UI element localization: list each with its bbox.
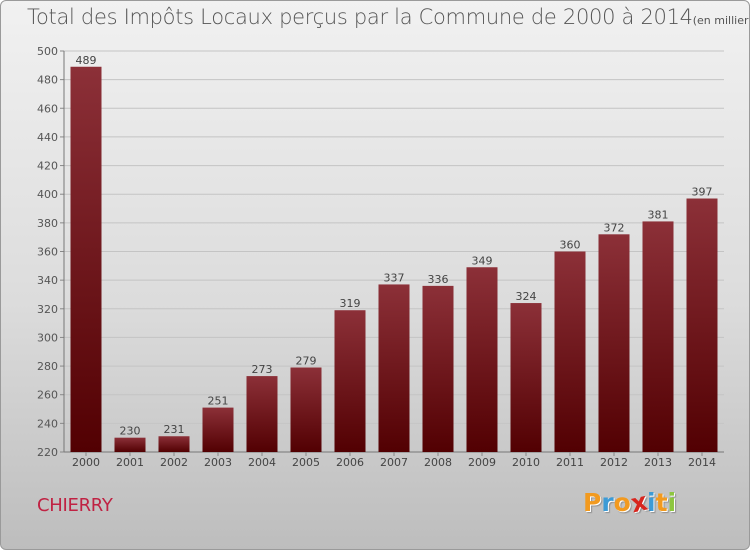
data-labels: 489 230 231 251 273 279 319 337 336 349 324 360 372 3… bbox=[76, 54, 713, 438]
logo-letter: i bbox=[647, 488, 656, 517]
chart-title-text: Total des Impôts Locaux perçus par la Co… bbox=[27, 5, 693, 29]
y-tick-label: 240 bbox=[37, 417, 58, 430]
bar-2006 bbox=[334, 310, 366, 452]
y-tick-label: 380 bbox=[37, 217, 58, 230]
y-tick-label: 420 bbox=[37, 160, 58, 173]
x-tick-label: 2001 bbox=[116, 456, 144, 469]
commune-name: CHIERRY bbox=[37, 495, 113, 516]
chart-title-unit: (en milliers d'€) bbox=[692, 14, 749, 27]
bar-2003 bbox=[202, 407, 234, 452]
bar-2002 bbox=[158, 436, 190, 452]
x-tick-labels: 2000 2001 2002 2003 2004 2005 2006 2007 2008 2009… bbox=[72, 452, 716, 469]
bars bbox=[70, 66, 718, 452]
bar-2005 bbox=[290, 367, 322, 452]
data-label-2011: 360 bbox=[560, 239, 581, 252]
bar-2014 bbox=[686, 198, 718, 452]
y-tick-label: 460 bbox=[37, 102, 58, 115]
chart-title: Total des Impôts Locaux perçus par la Co… bbox=[27, 5, 749, 29]
y-tick-label: 320 bbox=[37, 303, 58, 316]
data-label-2007: 337 bbox=[384, 271, 405, 284]
data-label-2002: 231 bbox=[164, 423, 185, 436]
x-tick-label: 2008 bbox=[424, 456, 452, 469]
logo-letter: i bbox=[667, 488, 677, 517]
data-label-2006: 319 bbox=[340, 297, 361, 310]
data-label-2009: 349 bbox=[472, 254, 493, 267]
logo-letter: r bbox=[601, 488, 614, 517]
proxiti-logo: Proxiti bbox=[583, 487, 677, 519]
data-label-2013: 381 bbox=[648, 208, 669, 221]
x-tick-label: 2005 bbox=[292, 456, 320, 469]
data-label-2014: 397 bbox=[692, 186, 713, 199]
data-label-2005: 279 bbox=[296, 355, 317, 368]
y-tick-label: 480 bbox=[37, 74, 58, 87]
y-tick-label: 300 bbox=[37, 331, 58, 344]
x-tick-label: 2002 bbox=[160, 456, 188, 469]
x-tick-label: 2004 bbox=[248, 456, 276, 469]
bar-2004 bbox=[246, 376, 278, 452]
bar-2001 bbox=[114, 437, 146, 452]
bar-2007 bbox=[378, 284, 410, 452]
data-label-2001: 230 bbox=[120, 425, 141, 438]
x-tick-label: 2011 bbox=[556, 456, 584, 469]
y-tick-label: 340 bbox=[37, 274, 58, 287]
bar-2013 bbox=[642, 221, 674, 452]
data-label-2000: 489 bbox=[76, 54, 97, 67]
bar-2009 bbox=[466, 267, 498, 452]
bar-2010 bbox=[510, 303, 542, 452]
data-label-2010: 324 bbox=[516, 290, 537, 303]
x-tick-label: 2000 bbox=[72, 456, 100, 469]
data-label-2012: 372 bbox=[604, 221, 625, 234]
bar-2012 bbox=[598, 234, 630, 452]
y-tick-label: 440 bbox=[37, 131, 58, 144]
x-tick-label: 2006 bbox=[336, 456, 364, 469]
y-tick-label: 220 bbox=[37, 446, 58, 459]
x-tick-label: 2012 bbox=[600, 456, 628, 469]
x-tick-label: 2009 bbox=[468, 456, 496, 469]
x-tick-label: 2003 bbox=[204, 456, 232, 469]
data-label-2003: 251 bbox=[208, 395, 229, 408]
logo-letter: o bbox=[613, 488, 631, 517]
data-label-2008: 336 bbox=[428, 273, 449, 286]
logo-letter: t bbox=[655, 488, 668, 517]
x-tick-label: 2010 bbox=[512, 456, 540, 469]
data-label-2004: 273 bbox=[252, 363, 273, 376]
y-tick-label: 360 bbox=[37, 246, 58, 259]
y-tick-label: 400 bbox=[37, 188, 58, 201]
y-tick-label: 260 bbox=[37, 389, 58, 402]
x-tick-label: 2013 bbox=[644, 456, 672, 469]
logo-letter: P bbox=[583, 488, 602, 517]
bar-2000 bbox=[70, 66, 102, 452]
x-tick-label: 2014 bbox=[688, 456, 716, 469]
bar-2011 bbox=[554, 251, 586, 452]
x-tick-label: 2007 bbox=[380, 456, 408, 469]
bar-2008 bbox=[422, 285, 454, 452]
y-tick-labels: 220 240 260 280 300 320 340 360 380 400 420 440 460 4… bbox=[37, 45, 58, 459]
y-tick-label: 500 bbox=[37, 45, 58, 58]
y-tick-label: 280 bbox=[37, 360, 58, 373]
